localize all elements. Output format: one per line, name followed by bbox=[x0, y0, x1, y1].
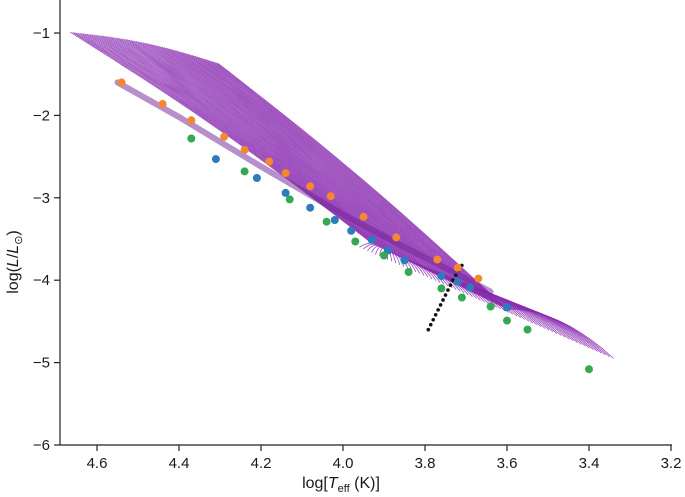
x-tick-label: 3.2 bbox=[661, 455, 682, 472]
orange-point bbox=[117, 78, 126, 87]
y-tick-label: −4 bbox=[33, 272, 50, 289]
boundary-dot bbox=[436, 308, 440, 312]
blue-point bbox=[466, 283, 475, 292]
evolutionary-tracks bbox=[70, 31, 614, 359]
green-point bbox=[404, 268, 413, 276]
orange-point bbox=[240, 146, 249, 154]
orange-point bbox=[281, 169, 290, 178]
y-tick-label: −3 bbox=[33, 190, 50, 207]
x-axis-label: log[Teff (K)] bbox=[302, 475, 380, 495]
x-tick-label: 3.4 bbox=[579, 455, 600, 472]
y-tick-label: −1 bbox=[33, 25, 50, 42]
blue-point bbox=[367, 235, 376, 244]
x-tick-label: 4.4 bbox=[169, 455, 190, 472]
x-tick-label: 3.6 bbox=[497, 455, 518, 472]
green-point bbox=[503, 316, 511, 325]
green-point bbox=[457, 293, 466, 302]
boundary-dot bbox=[446, 288, 450, 292]
evolutionary-track bbox=[81, 33, 384, 257]
blue-point bbox=[437, 272, 446, 281]
data-points bbox=[117, 78, 593, 374]
orange-point bbox=[158, 99, 167, 108]
green-point bbox=[240, 167, 249, 176]
boundary-dot bbox=[451, 278, 455, 283]
evolutionary-track bbox=[215, 62, 610, 358]
x-tick-label: 4.0 bbox=[333, 455, 354, 472]
evolutionary-track bbox=[217, 62, 614, 359]
green-point bbox=[486, 302, 495, 311]
blue-point bbox=[347, 226, 356, 235]
boundary-dot bbox=[426, 327, 431, 332]
blue-point bbox=[503, 303, 511, 312]
orange-point bbox=[306, 182, 315, 191]
orange-point bbox=[392, 233, 401, 242]
evolutionary-track bbox=[79, 32, 382, 255]
orange-point bbox=[433, 255, 442, 264]
y-tick-label: −5 bbox=[33, 355, 50, 372]
y-tick-label: −2 bbox=[33, 107, 50, 124]
orange-point bbox=[187, 116, 196, 125]
green-point bbox=[380, 251, 388, 260]
blue-point bbox=[400, 256, 409, 265]
evolutionary-track bbox=[84, 33, 386, 258]
green-point bbox=[437, 284, 446, 293]
blue-point bbox=[330, 216, 339, 224]
orange-point bbox=[220, 132, 229, 141]
green-point bbox=[187, 134, 196, 143]
evolutionary-track bbox=[77, 32, 380, 253]
boundary-dot bbox=[453, 273, 458, 278]
axes bbox=[59, 0, 672, 446]
orange-point bbox=[453, 263, 462, 272]
y-tick-label: −6 bbox=[33, 437, 50, 454]
central-band-line bbox=[114, 79, 494, 295]
x-tick-label: 3.8 bbox=[415, 455, 436, 472]
green-point bbox=[285, 195, 294, 204]
blue-point bbox=[211, 155, 220, 164]
green-point bbox=[322, 217, 331, 226]
boundary-dot bbox=[428, 322, 433, 327]
boundary-dot bbox=[433, 313, 438, 317]
blue-point bbox=[306, 203, 315, 212]
green-point bbox=[351, 237, 360, 246]
x-tick-label: 4.2 bbox=[251, 455, 272, 472]
boundary-dot bbox=[443, 293, 448, 297]
central-band bbox=[114, 79, 494, 295]
orange-point bbox=[265, 157, 274, 166]
boundary-dot bbox=[441, 298, 445, 302]
y-ticks: −1 −2 −3 −4 −5 −6 bbox=[33, 25, 60, 454]
boundary-dot bbox=[448, 283, 453, 287]
y-axis-label: log(L/L⊙) bbox=[5, 230, 25, 294]
evolutionary-track bbox=[95, 34, 405, 267]
orange-point bbox=[359, 212, 368, 221]
x-tick-label: 4.6 bbox=[87, 455, 108, 472]
orange-point bbox=[326, 192, 335, 201]
blue-point bbox=[453, 277, 462, 286]
boundary-dot bbox=[438, 303, 443, 307]
orange-point bbox=[474, 274, 483, 283]
boundary-dot bbox=[431, 317, 436, 322]
blue-point bbox=[281, 188, 290, 197]
blue-point bbox=[252, 174, 261, 182]
green-point bbox=[523, 325, 532, 334]
green-point bbox=[585, 365, 593, 374]
x-ticks: 4.6 4.4 4.2 4.0 3.8 3.6 3.4 3.2 bbox=[87, 445, 682, 472]
